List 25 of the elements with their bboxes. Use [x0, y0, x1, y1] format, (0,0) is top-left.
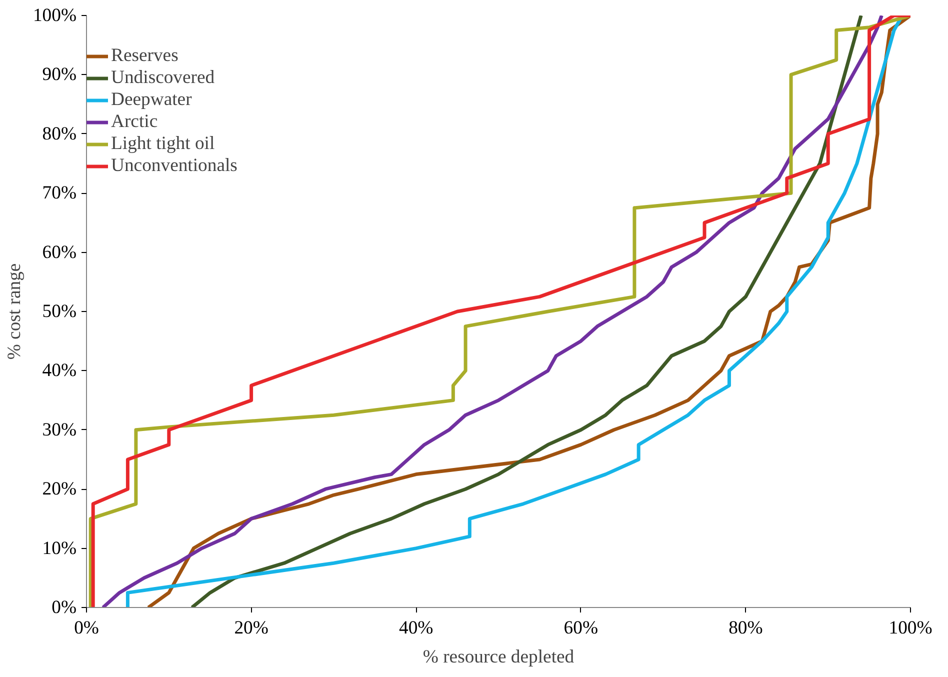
legend-label: Unconventionals [111, 155, 238, 177]
x-tick-label: 0% [74, 618, 99, 638]
y-tick-label: 60% [42, 242, 77, 263]
y-tick-label: 10% [42, 538, 77, 559]
y-tick-label: 0% [52, 597, 77, 618]
x-axis-title: % resource depleted [422, 646, 575, 668]
y-tick-label: 50% [42, 301, 77, 322]
x-tick-label: 80% [728, 618, 763, 638]
y-axis-title: % cost range [4, 263, 25, 360]
legend-label: Reserves [111, 45, 178, 67]
y-tick-label: 40% [42, 360, 77, 382]
x-tick-label: 40% [399, 618, 434, 638]
y-tick-label: 70% [42, 182, 77, 204]
y-tick-label: 100% [32, 5, 77, 26]
y-tick-label: 80% [42, 123, 77, 144]
x-tick-label: 60% [564, 618, 598, 638]
y-tick-label: 30% [42, 419, 77, 440]
legend-label: Undiscovered [111, 67, 215, 89]
y-tick-label: 90% [42, 64, 77, 86]
x-tick-label: 20% [234, 618, 268, 638]
legend-label: Arctic [111, 111, 158, 133]
legend-label: Light tight oil [111, 133, 215, 155]
legend-label: Deepwater [111, 89, 192, 111]
x-tick-label: 100% [888, 618, 932, 638]
y-tick-label: 20% [42, 478, 77, 500]
